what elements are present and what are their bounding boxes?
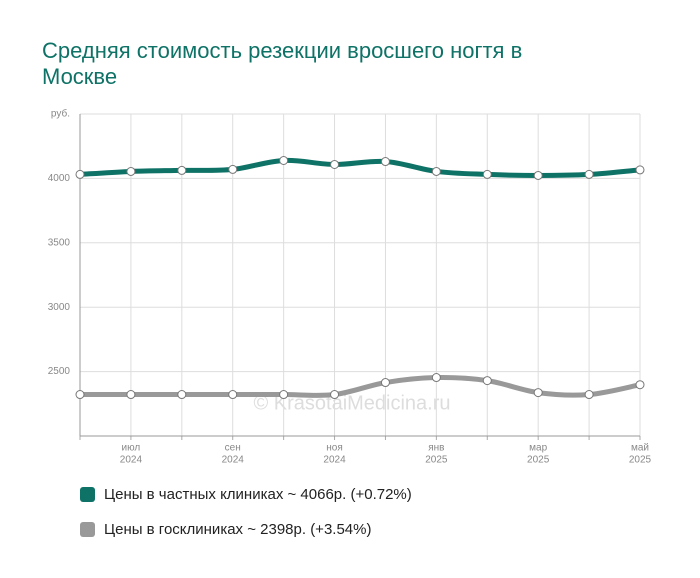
legend-label: Цены в госклиниках ~ 2398р. (+3.54%) [104,521,372,538]
data-point [482,169,492,179]
watermark: © KrasotaiMedicina.ru [253,392,450,414]
data-point [431,166,441,176]
legend-label: Цены в частных клиниках ~ 4066р. (+0.72%… [104,486,412,503]
data-point [228,164,238,174]
data-point [330,159,340,169]
legend-item: Цены в частных клиниках ~ 4066р. (+0.72%… [80,486,412,503]
x-tick-label: ноя [326,443,343,454]
data-point [75,390,85,400]
x-tick-label-year: 2025 [425,455,448,466]
y-tick-label: 4000 [48,173,71,184]
x-tick-label: мар [529,443,547,454]
chart-title: Средняя стоимость резекции вросшего ногт… [42,38,523,89]
data-point [482,376,492,386]
x-tick-label-year: 2024 [222,455,245,466]
data-point [279,155,289,165]
data-point [279,390,289,400]
x-tick-label-year: 2024 [323,455,346,466]
x-tick-label: июл [122,443,141,454]
data-point [228,390,238,400]
data-point [75,169,85,179]
y-tick-label: 3500 [48,237,71,248]
x-tick-label: янв [428,443,444,454]
data-point [380,157,390,167]
x-tick-label-year: 2025 [629,455,652,466]
series-line [77,157,643,178]
data-point [584,169,594,179]
data-point [380,378,390,388]
data-point [330,390,340,400]
data-point [584,390,594,400]
data-point [126,390,136,400]
data-point [126,166,136,176]
y-tick-label: 3000 [48,302,71,313]
legend-swatch [80,522,95,537]
x-tick-label: май [631,443,649,454]
data-point [533,388,543,398]
y-tick-label: руб. [51,108,70,120]
data-point [431,373,441,383]
x-tick-label-year: 2024 [120,455,143,466]
y-tick-label: 2500 [48,366,71,377]
x-tick-label: сен [225,443,241,454]
data-point [177,165,187,175]
legend-item: Цены в госклиниках ~ 2398р. (+3.54%) [80,521,371,538]
data-point [635,380,645,390]
data-point [635,165,645,175]
data-point [533,170,543,180]
data-point [177,390,187,400]
legend-swatch [80,487,95,502]
x-tick-label-year: 2025 [527,455,550,466]
